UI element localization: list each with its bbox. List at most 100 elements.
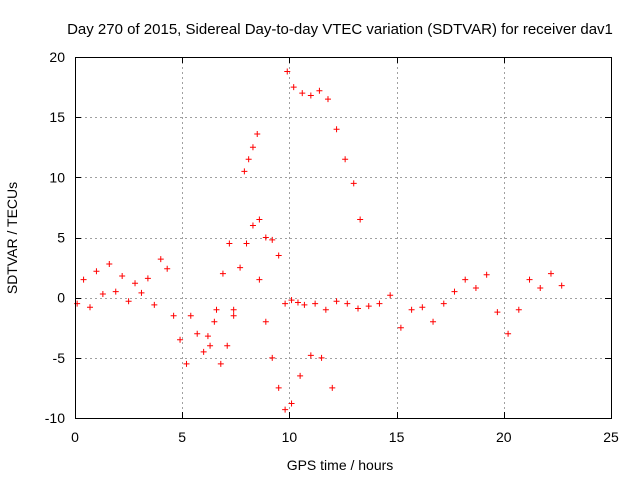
data-point bbox=[288, 297, 295, 304]
y-tick-label: 15 bbox=[49, 109, 65, 125]
data-point bbox=[505, 330, 512, 337]
x-tick-label: 20 bbox=[496, 429, 512, 445]
data-point bbox=[297, 372, 304, 379]
data-point bbox=[288, 400, 295, 407]
data-point bbox=[207, 342, 214, 349]
data-point bbox=[144, 275, 151, 282]
data-point bbox=[106, 260, 113, 267]
data-point bbox=[537, 285, 544, 292]
data-point bbox=[299, 90, 306, 97]
data-point bbox=[269, 236, 276, 243]
data-point bbox=[397, 324, 404, 331]
data-point bbox=[324, 96, 331, 103]
data-point bbox=[494, 309, 501, 316]
data-point bbox=[112, 288, 119, 295]
data-point bbox=[365, 303, 372, 310]
series-track-g bbox=[284, 68, 364, 223]
y-tick-label: 0 bbox=[57, 290, 65, 306]
y-tick-label: -5 bbox=[53, 350, 66, 366]
data-point bbox=[194, 330, 201, 337]
data-point bbox=[254, 131, 261, 138]
data-point bbox=[350, 180, 357, 187]
x-tick-label: 15 bbox=[389, 429, 405, 445]
data-point bbox=[80, 276, 87, 283]
data-point bbox=[157, 256, 164, 263]
series-track-a bbox=[74, 256, 190, 367]
data-point bbox=[213, 306, 220, 313]
series-track-d bbox=[207, 240, 237, 349]
data-point bbox=[119, 273, 126, 280]
data-point bbox=[284, 68, 291, 75]
data-point bbox=[87, 304, 94, 311]
data-point bbox=[472, 285, 479, 292]
data-point bbox=[282, 300, 289, 307]
data-point bbox=[262, 318, 269, 325]
data-point bbox=[177, 336, 184, 343]
data-point bbox=[245, 156, 252, 163]
data-point bbox=[430, 318, 437, 325]
data-point bbox=[408, 306, 415, 313]
data-point bbox=[282, 406, 289, 413]
data-point bbox=[316, 87, 323, 94]
data-point bbox=[93, 268, 100, 275]
data-point bbox=[333, 126, 340, 133]
series-track-b bbox=[187, 216, 301, 367]
data-point bbox=[183, 360, 190, 367]
data-point bbox=[249, 144, 256, 151]
series-track-e bbox=[256, 276, 336, 413]
data-point bbox=[269, 354, 276, 361]
data-point bbox=[290, 84, 297, 91]
data-point bbox=[200, 348, 207, 355]
data-point bbox=[237, 264, 244, 271]
y-tick-label: -10 bbox=[45, 410, 65, 426]
data-point bbox=[217, 360, 224, 367]
data-point bbox=[226, 240, 233, 247]
data-point bbox=[241, 168, 248, 175]
data-point bbox=[355, 305, 362, 312]
data-point bbox=[462, 276, 469, 283]
data-point bbox=[307, 92, 314, 99]
data-point bbox=[170, 312, 177, 319]
data-point bbox=[344, 300, 351, 307]
data-point bbox=[275, 384, 282, 391]
x-tick-label: 10 bbox=[282, 429, 298, 445]
data-point bbox=[329, 384, 336, 391]
data-point bbox=[164, 265, 171, 272]
data-point bbox=[526, 276, 533, 283]
data-point bbox=[294, 299, 301, 306]
data-point bbox=[342, 156, 349, 163]
data-point bbox=[515, 306, 522, 313]
x-tick-label: 5 bbox=[178, 429, 186, 445]
series-track-f bbox=[241, 131, 261, 175]
x-tick-label: 25 bbox=[603, 429, 619, 445]
data-point bbox=[301, 301, 308, 308]
data-point bbox=[333, 298, 340, 305]
data-point bbox=[151, 301, 158, 308]
data-point bbox=[483, 271, 490, 278]
data-point bbox=[249, 222, 256, 229]
data-point bbox=[219, 270, 226, 277]
data-point bbox=[307, 352, 314, 359]
data-point bbox=[99, 291, 106, 298]
axis-ticks: 0 5 10 15 20 25 -10 -5 0 5 10 15 20 bbox=[45, 49, 619, 445]
data-point bbox=[376, 300, 383, 307]
y-axis-label: SDTVAR / TECUs bbox=[4, 182, 20, 294]
data-point bbox=[357, 216, 364, 223]
data-point bbox=[125, 298, 132, 305]
grid bbox=[75, 57, 611, 418]
data-point bbox=[419, 304, 426, 311]
data-point bbox=[230, 306, 237, 313]
data-point bbox=[275, 252, 282, 259]
data-point bbox=[224, 342, 231, 349]
data-point bbox=[230, 312, 237, 319]
data-point bbox=[318, 354, 325, 361]
data-point bbox=[451, 288, 458, 295]
data-point bbox=[262, 234, 269, 241]
data-point bbox=[256, 276, 263, 283]
y-tick-label: 5 bbox=[57, 230, 65, 246]
data-point bbox=[256, 216, 263, 223]
x-axis-label: GPS time / hours bbox=[287, 457, 394, 473]
data-point bbox=[187, 312, 194, 319]
data-point bbox=[211, 318, 218, 325]
